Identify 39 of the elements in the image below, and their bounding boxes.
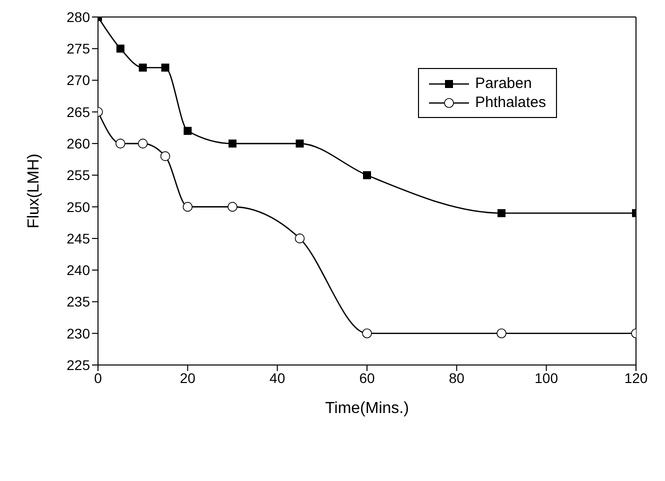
point — [161, 64, 170, 72]
x-tick-label: 120 — [624, 370, 648, 386]
point — [498, 209, 506, 218]
x-tick-label: 20 — [180, 370, 196, 386]
y-tick-label: 245 — [66, 230, 90, 246]
legend-label: Paraben — [475, 75, 532, 92]
x-tick-label: 0 — [94, 370, 102, 386]
y-tick-label: 260 — [66, 136, 90, 152]
point — [184, 126, 192, 135]
y-tick-label: 275 — [66, 40, 90, 57]
x-tick-label: 60 — [359, 370, 375, 386]
y-axis-title: Flux(LMH) — [26, 154, 43, 228]
point — [296, 140, 304, 148]
point — [138, 64, 147, 72]
point — [228, 140, 236, 148]
y-tick-label: 255 — [66, 167, 90, 184]
y-tick-label: 235 — [66, 294, 90, 310]
point — [160, 151, 170, 162]
y-tick-label: 265 — [66, 104, 90, 120]
point — [294, 234, 305, 244]
point — [116, 44, 124, 53]
x-axis-title: Time(Mins.) — [325, 400, 409, 417]
legend-label: Phthalates — [475, 94, 546, 111]
point — [496, 328, 506, 338]
x-tick-label: 40 — [270, 370, 286, 386]
point — [228, 202, 238, 212]
point — [363, 171, 371, 180]
point — [138, 138, 148, 148]
y-tick-label: 270 — [66, 72, 90, 88]
y-tick-label: 280 — [66, 8, 90, 25]
y-tick-label: 230 — [66, 325, 90, 342]
point — [116, 138, 126, 148]
x-tick-label: 80 — [448, 370, 465, 386]
x-tick-label: 100 — [534, 370, 558, 386]
point — [182, 202, 193, 212]
y-tick-label: 225 — [66, 356, 90, 373]
y-tick-label: 250 — [66, 198, 90, 215]
y-tick-label: 240 — [66, 262, 90, 278]
point — [362, 328, 372, 338]
